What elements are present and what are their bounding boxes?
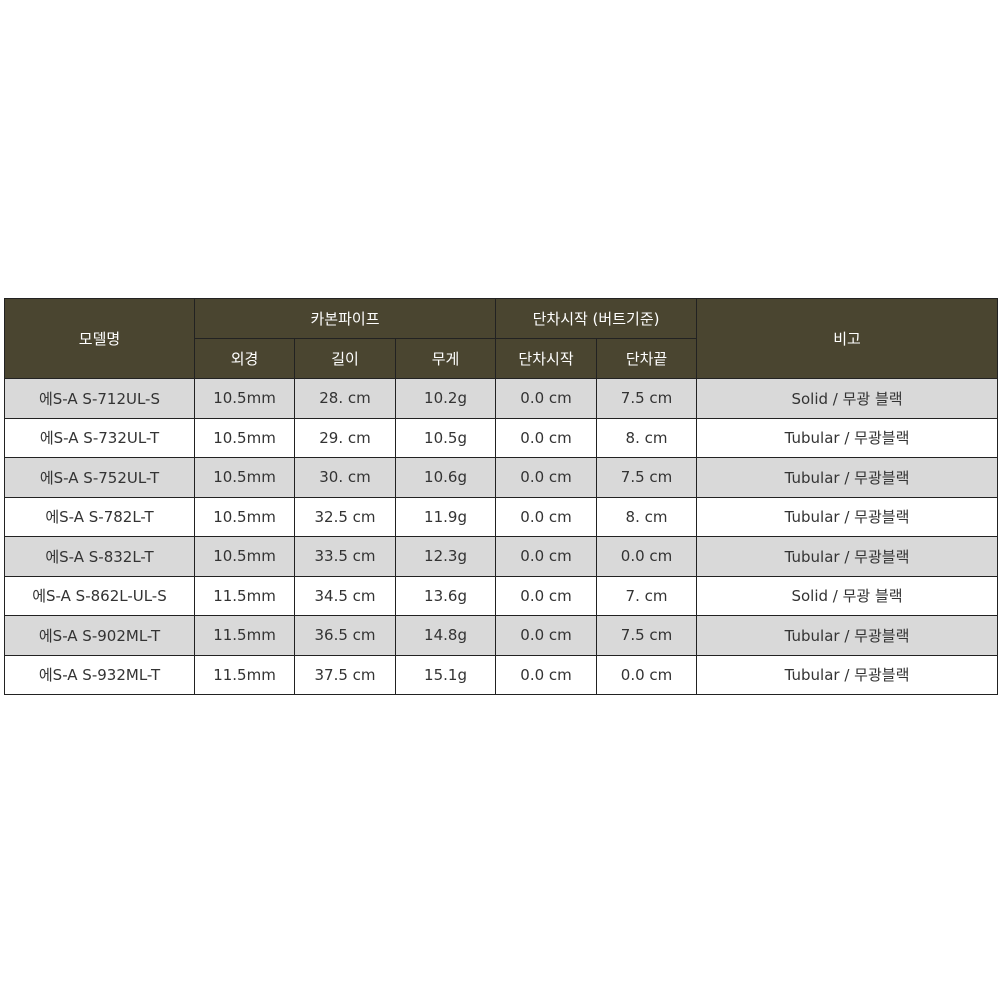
cell-note: Solid / 무광 블랙 xyxy=(696,575,998,616)
cell-start: 0.0 cm xyxy=(495,536,598,577)
table-row: 에S-A S-902ML-T 11.5mm 36.5 cm 14.8g 0.0 cm 7.… xyxy=(4,615,998,656)
cell-weight: 12.3g xyxy=(394,536,497,577)
cell-od: 10.5mm xyxy=(194,417,295,458)
cell-weight: 13.6g xyxy=(394,575,497,616)
cell-end: 8. cm xyxy=(596,496,698,537)
cell-od: 10.5mm xyxy=(194,378,295,419)
header-outer-diameter: 외경 xyxy=(194,338,295,379)
cell-model: 에S-A S-752UL-T xyxy=(4,457,195,498)
cell-od: 11.5mm xyxy=(194,654,295,695)
cell-model: 에S-A S-782L-T xyxy=(4,496,195,537)
table-row: 에S-A S-832L-T 10.5mm 33.5 cm 12.3g 0.0 cm 0.0… xyxy=(4,536,998,577)
cell-length: 34.5 cm xyxy=(294,575,396,616)
header-step-start-group: 단차시작 (버트기준) xyxy=(495,298,698,339)
cell-start: 0.0 cm xyxy=(495,575,598,616)
cell-weight: 14.8g xyxy=(394,615,497,656)
cell-weight: 10.6g xyxy=(394,457,497,498)
cell-model: 에S-A S-712UL-S xyxy=(4,378,195,419)
cell-length: 33.5 cm xyxy=(294,536,396,577)
cell-end: 0.0 cm xyxy=(596,654,698,695)
cell-start: 0.0 cm xyxy=(495,615,598,656)
cell-model: 에S-A S-902ML-T xyxy=(4,615,195,656)
table-row: 에S-A S-862L-UL-S 11.5mm 34.5 cm 13.6g 0.0 cm… xyxy=(4,575,998,616)
cell-end: 0.0 cm xyxy=(596,536,698,577)
cell-start: 0.0 cm xyxy=(495,378,598,419)
cell-start: 0.0 cm xyxy=(495,417,598,458)
cell-model: 에S-A S-732UL-T xyxy=(4,417,195,458)
cell-od: 10.5mm xyxy=(194,536,295,577)
table-row: 에S-A S-752UL-T 10.5mm 30. cm 10.6g 0.0 cm 7.5… xyxy=(4,457,998,498)
cell-od: 11.5mm xyxy=(194,615,295,656)
table-row: 에S-A S-932ML-T 11.5mm 37.5 cm 15.1g 0.0 cm 0.… xyxy=(4,654,998,695)
cell-length: 36.5 cm xyxy=(294,615,396,656)
cell-start: 0.0 cm xyxy=(495,654,598,695)
cell-note: Tubular / 무광블랙 xyxy=(696,457,998,498)
cell-weight: 15.1g xyxy=(394,654,497,695)
cell-length: 32.5 cm xyxy=(294,496,396,537)
cell-note: Tubular / 무광블랙 xyxy=(696,654,998,695)
header-note: 비고 xyxy=(696,298,998,379)
header-model: 모델명 xyxy=(4,298,195,379)
cell-weight: 10.2g xyxy=(394,378,497,419)
cell-od: 10.5mm xyxy=(194,496,295,537)
cell-start: 0.0 cm xyxy=(495,496,598,537)
cell-end: 7. cm xyxy=(596,575,698,616)
table-row: 에S-A S-712UL-S 10.5mm 28. cm 10.2g 0.0 cm 7.5… xyxy=(4,378,998,419)
cell-model: 에S-A S-932ML-T xyxy=(4,654,195,695)
cell-weight: 11.9g xyxy=(394,496,497,537)
cell-length: 37.5 cm xyxy=(294,654,396,695)
cell-end: 7.5 cm xyxy=(596,615,698,656)
cell-model: 에S-A S-832L-T xyxy=(4,536,195,577)
cell-model: 에S-A S-862L-UL-S xyxy=(4,575,195,616)
cell-note: Tubular / 무광블랙 xyxy=(696,417,998,458)
cell-od: 10.5mm xyxy=(194,457,295,498)
table-row: 에S-A S-732UL-T 10.5mm 29. cm 10.5g 0.0 cm 8. … xyxy=(4,417,998,458)
cell-note: Tubular / 무광블랙 xyxy=(696,496,998,537)
cell-length: 29. cm xyxy=(294,417,396,458)
spec-table: 모델명 카본파이프 단차시작 (버트기준) 비고 외경 길이 무게 단차시작 단… xyxy=(4,298,998,695)
header-step-end: 단차끝 xyxy=(596,338,698,379)
cell-length: 28. cm xyxy=(294,378,396,419)
cell-length: 30. cm xyxy=(294,457,396,498)
cell-start: 0.0 cm xyxy=(495,457,598,498)
cell-end: 7.5 cm xyxy=(596,457,698,498)
header-length: 길이 xyxy=(294,338,396,379)
cell-end: 8. cm xyxy=(596,417,698,458)
header-step-start: 단차시작 xyxy=(495,338,598,379)
header-weight: 무게 xyxy=(394,338,497,379)
cell-note: Tubular / 무광블랙 xyxy=(696,615,998,656)
header-carbon-pipe: 카본파이프 xyxy=(193,298,497,339)
cell-weight: 10.5g xyxy=(394,417,497,458)
cell-od: 11.5mm xyxy=(194,575,295,616)
cell-note: Tubular / 무광블랙 xyxy=(696,536,998,577)
table-row: 에S-A S-782L-T 10.5mm 32.5 cm 11.9g 0.0 cm 8. … xyxy=(4,496,998,537)
cell-note: Solid / 무광 블랙 xyxy=(696,378,998,419)
cell-end: 7.5 cm xyxy=(596,378,698,419)
